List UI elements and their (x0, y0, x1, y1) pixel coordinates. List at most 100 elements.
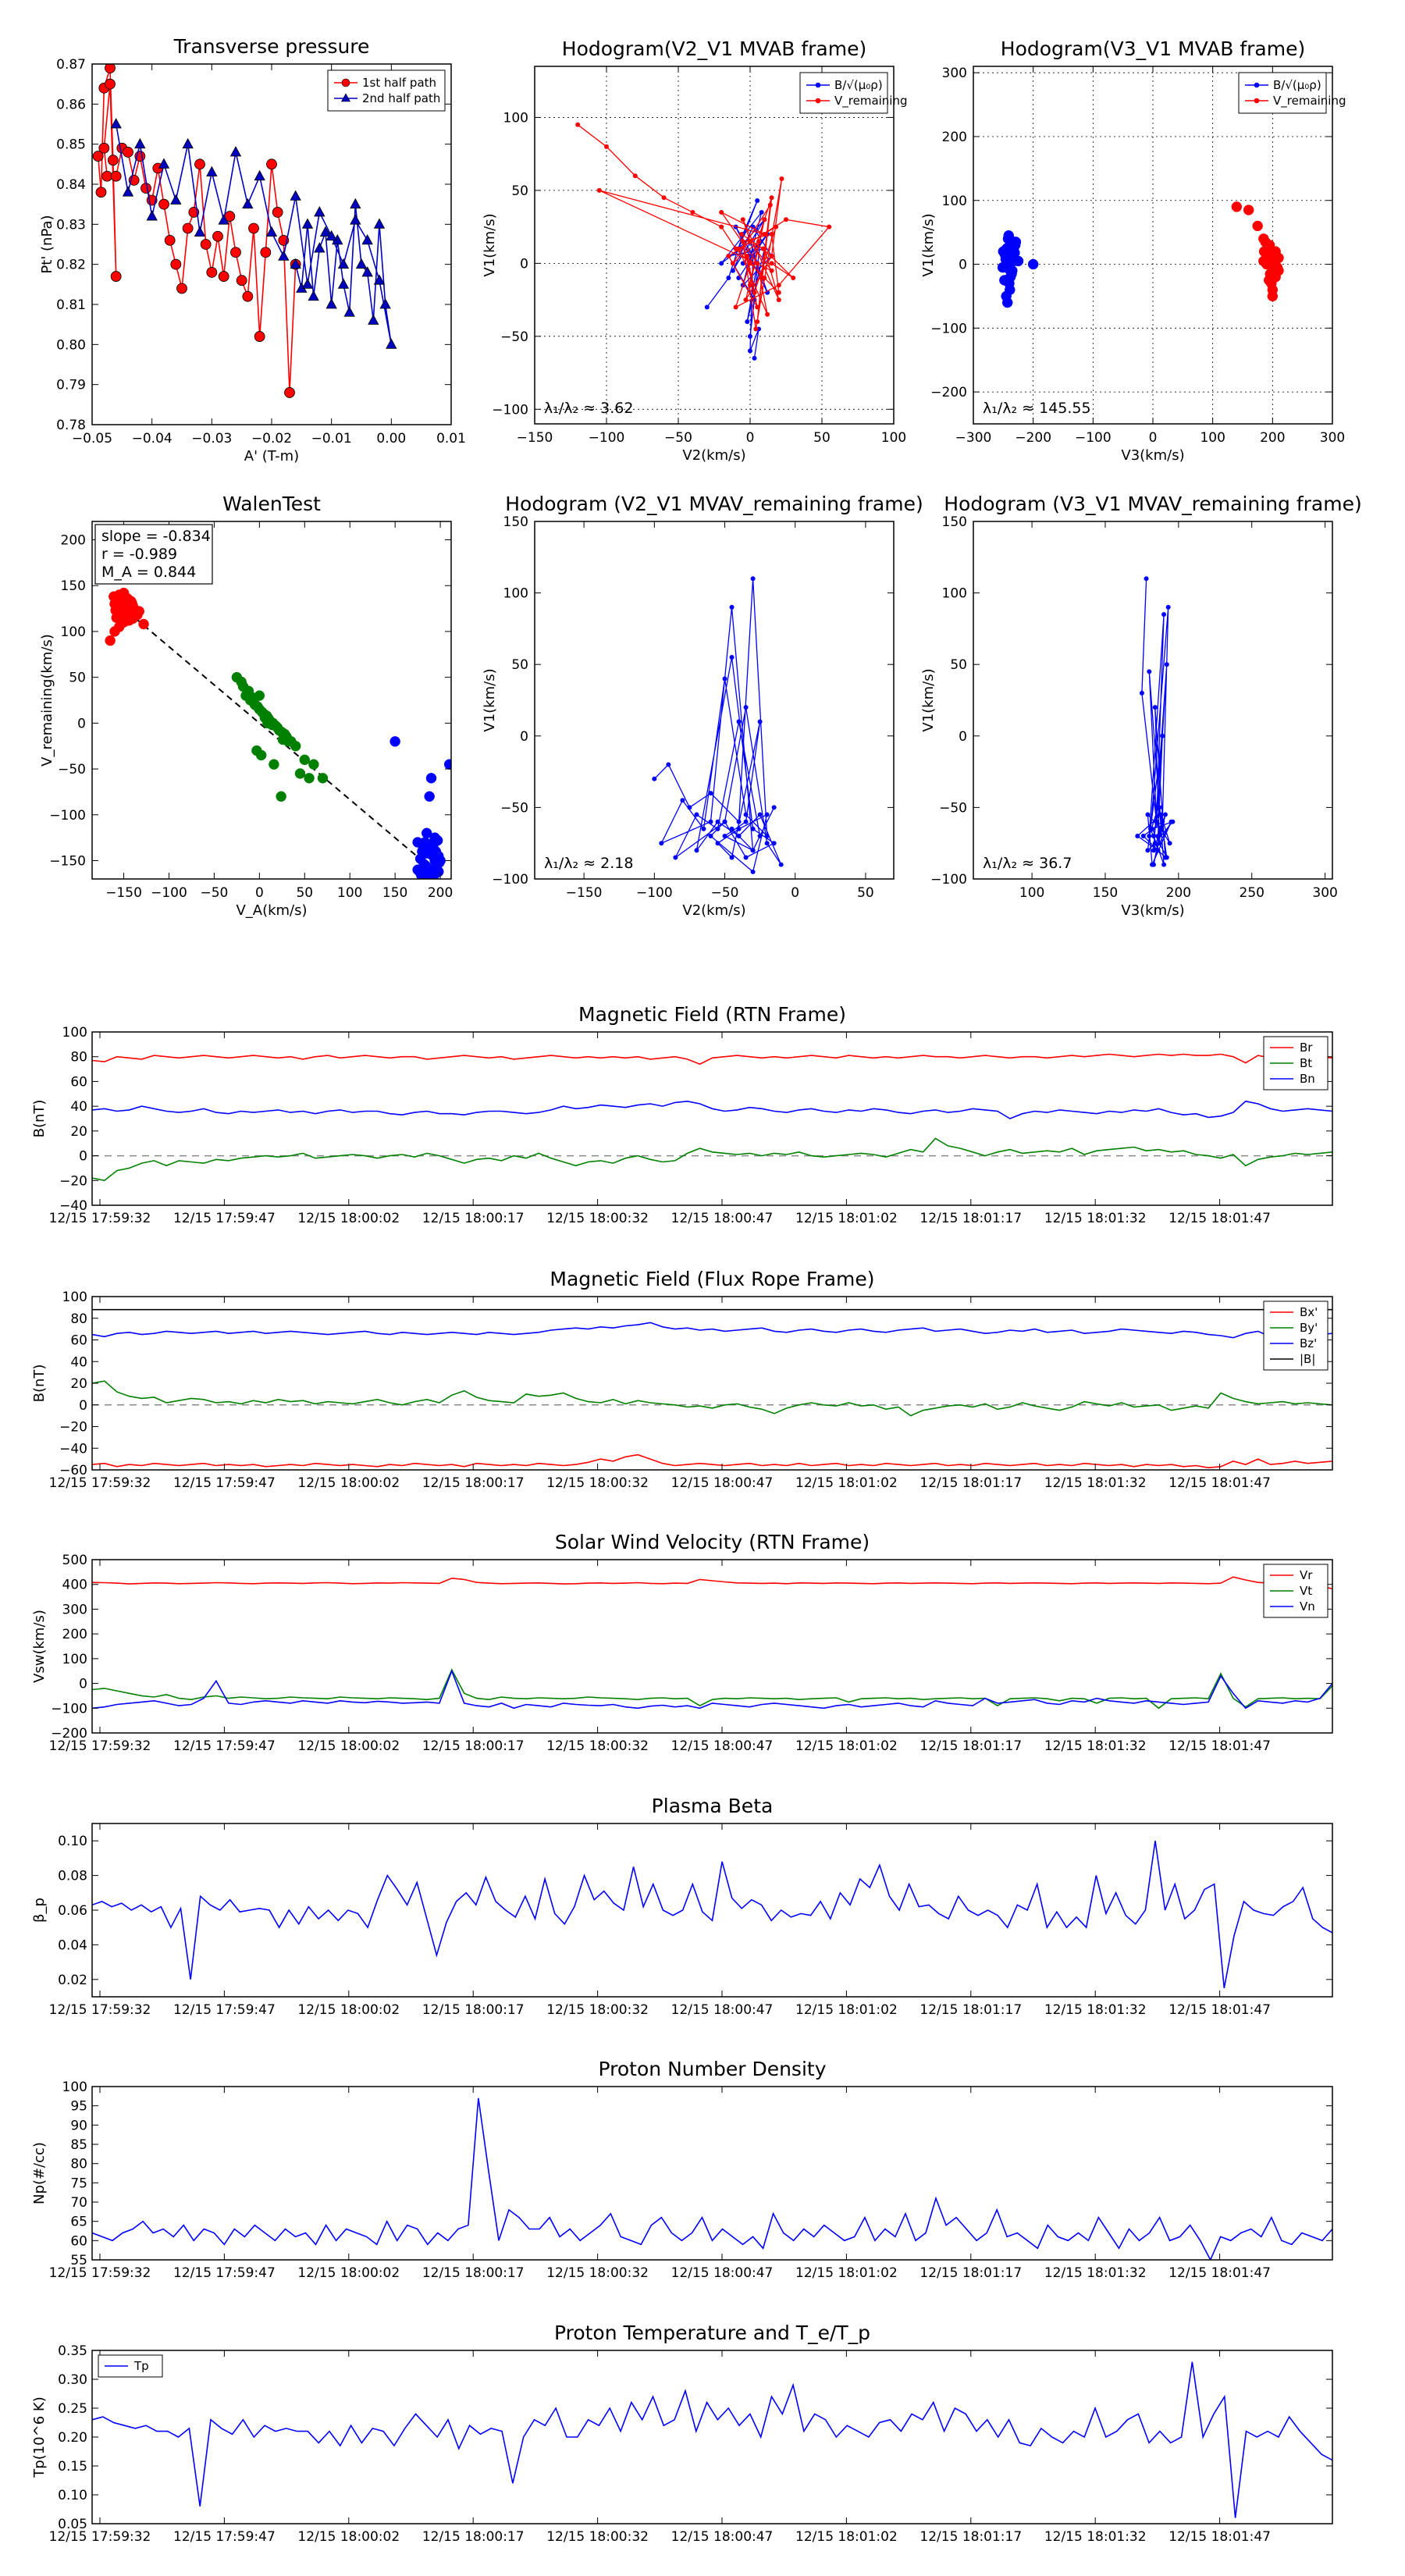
data-point (1027, 258, 1039, 270)
data-point (726, 254, 731, 259)
legend-label: By' (1300, 1321, 1318, 1335)
y-tick-label: −50 (500, 329, 528, 345)
data-point (776, 283, 781, 288)
data-point (284, 387, 295, 398)
data-point (659, 841, 664, 846)
data-point (736, 246, 742, 251)
data-point (575, 122, 581, 127)
data-point (194, 158, 205, 170)
data-point (110, 271, 122, 282)
data-point (771, 841, 777, 846)
y-tick-label: −20 (59, 1420, 87, 1436)
data-point (776, 290, 781, 295)
data-point (827, 224, 832, 229)
legend-marker (815, 82, 821, 88)
x-tick-label: −200 (1015, 430, 1051, 446)
data-point (769, 268, 774, 273)
y-tick-label: 60 (70, 2233, 87, 2249)
time-tick-label: 12/15 18:00:02 (297, 2265, 400, 2281)
data-point (170, 194, 182, 205)
data-point (1152, 841, 1158, 846)
x-tick-label: −150 (566, 885, 603, 901)
plot-area (92, 64, 397, 398)
data-point (1147, 834, 1152, 839)
y-axis-label: Vsw(km/s) (31, 1610, 48, 1683)
data-point (1161, 612, 1167, 617)
legend-marker (340, 93, 351, 102)
data-point (386, 338, 397, 349)
data-point (715, 841, 720, 846)
y-axis-label: Pt' (nPa) (39, 215, 55, 273)
y-tick-label: 300 (62, 1602, 87, 1617)
legend-label: V_remaining (1273, 94, 1346, 109)
time-tick-label: 12/15 18:00:17 (422, 2002, 525, 2018)
y-tick-label: 0.15 (58, 2459, 87, 2475)
y-tick-label: 0.81 (56, 297, 86, 313)
time-tick-label: 12/15 18:00:32 (546, 1475, 649, 1491)
time-tick-label: 12/15 18:01:47 (1168, 2529, 1271, 2545)
data-point (694, 848, 699, 853)
data-point (687, 805, 692, 810)
y-tick-label: 85 (70, 2137, 87, 2153)
time-tick-label: 12/15 17:59:47 (173, 1738, 276, 1754)
chart-mag_fr: −60 −40 −20 0 20 40 60 80 100 12/15 17:59:32 12/15… (31, 1268, 1333, 1491)
data-point (1157, 841, 1162, 846)
x-axis-label: V2(km/s) (682, 902, 745, 919)
chart-title: Plasma Beta (652, 1795, 774, 1817)
data-point (283, 736, 294, 747)
plot-area (92, 2361, 1332, 2518)
y-axis-label: β_p (31, 1898, 48, 1923)
data-point (760, 246, 766, 251)
data-point (248, 222, 259, 234)
y-tick-label: 0 (520, 729, 528, 745)
x-tick-label: −100 (636, 885, 673, 901)
y-tick-label: 0 (77, 716, 86, 731)
time-tick-label: 12/15 18:01:32 (1044, 1211, 1147, 1226)
annotation-box (94, 524, 213, 585)
data-point (733, 304, 738, 310)
chart-title: Proton Number Density (599, 2058, 827, 2080)
data-point (729, 826, 735, 831)
data-point (301, 218, 314, 229)
data-point (118, 587, 130, 599)
y-tick-label: 0.86 (56, 97, 86, 112)
series-line-0 (92, 1453, 1332, 1469)
time-tick-label: 12/15 18:01:47 (1168, 1211, 1271, 1226)
data-point (1268, 258, 1280, 270)
y-tick-label: 0.10 (58, 1834, 87, 1849)
y-tick-label: 100 (62, 1652, 87, 1667)
data-point (373, 218, 386, 229)
y-tick-label: 80 (70, 2157, 87, 2172)
chart-hodo_v3v1_mvab: −300 −200 −100 0 100 200 300 −200 −100 0 100 200 300… (920, 37, 1346, 464)
data-point (748, 333, 752, 339)
time-tick-label: 12/15 18:00:17 (422, 2529, 525, 2545)
data-point (1263, 275, 1275, 286)
data-point (736, 834, 742, 839)
x-axis-label: V_A(km/s) (236, 902, 307, 919)
legend-label: Bn (1300, 1072, 1315, 1086)
y-tick-label: 400 (62, 1578, 87, 1593)
legend-label: Br (1300, 1041, 1313, 1055)
data-point (314, 206, 325, 217)
x-tick-label: −150 (517, 430, 553, 446)
x-tick-label: −100 (1075, 430, 1112, 446)
y-tick-label: 60 (70, 1333, 87, 1349)
data-point (726, 276, 731, 281)
time-tick-label: 12/15 18:01:17 (919, 1475, 1022, 1491)
data-point (1167, 841, 1172, 846)
data-point (764, 834, 770, 839)
y-tick-label: 150 (942, 514, 967, 530)
data-point (262, 717, 273, 729)
data-point (236, 275, 247, 286)
data-point (652, 776, 657, 781)
time-tick-label: 12/15 17:59:32 (49, 2002, 151, 2018)
data-point (1150, 826, 1155, 831)
data-point (771, 805, 777, 810)
y-tick-label: −40 (59, 1441, 87, 1457)
plot-area (997, 201, 1284, 308)
x-tick-label: 0.01 (436, 431, 466, 447)
chart-title: Hodogram(V2_V1 MVAB frame) (562, 37, 866, 60)
chart-hodo_v2v1_mvab: −150 −100 −50 0 50 100 −100 −50 0 50 100 Hodogram(V… (482, 37, 908, 464)
legend-label: Bt (1300, 1056, 1312, 1070)
legend-label: 2nd half path (362, 91, 440, 105)
